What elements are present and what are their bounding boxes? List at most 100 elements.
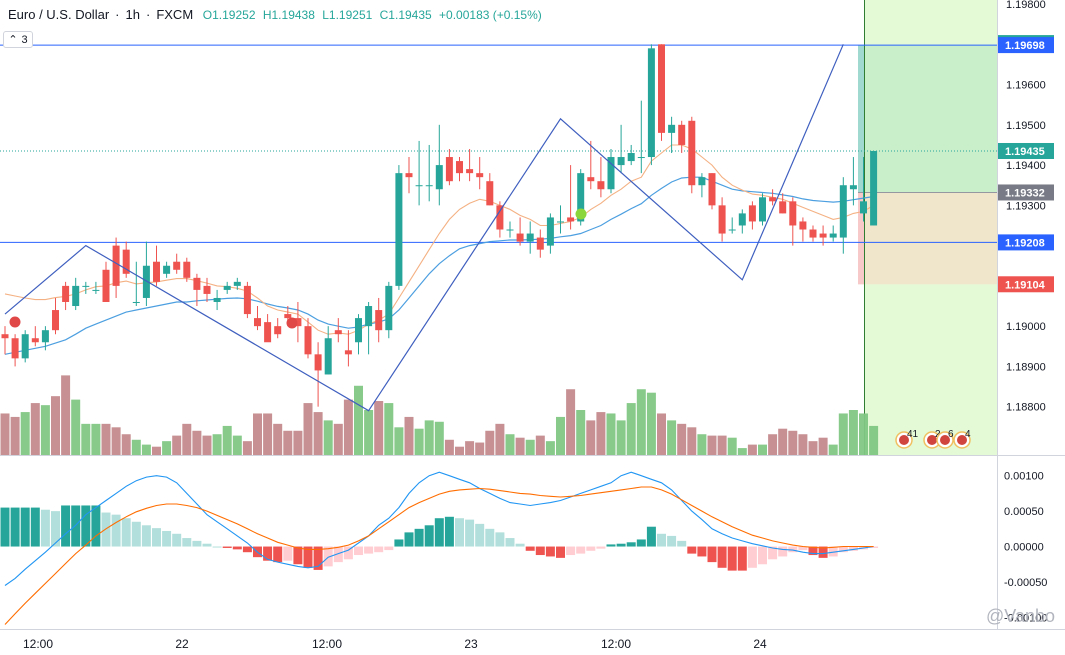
candle-body [476, 173, 484, 178]
volume-bar [354, 385, 363, 455]
low-value: L1.19251 [322, 8, 373, 22]
candle-body [264, 322, 272, 343]
macd-histogram-bar [242, 546, 252, 553]
candle-body [819, 233, 827, 238]
macd-histogram-bar [20, 507, 30, 547]
macd-histogram-bar [404, 532, 414, 547]
macd-tick-label: 0.00000 [1004, 542, 1044, 554]
volume-bar [576, 410, 586, 455]
macd-histogram-bar [566, 546, 576, 556]
price-tick-label: 1.19800 [1006, 0, 1046, 11]
volume-bar [545, 441, 555, 455]
macd-histogram-bar [626, 542, 636, 547]
macd-histogram-bar [788, 546, 798, 553]
volume-bar [172, 435, 182, 455]
candle-body [243, 285, 251, 315]
macd-histogram-bar [697, 546, 707, 557]
volume-bar [687, 427, 697, 455]
volume-bar [91, 423, 101, 455]
candle-body [314, 354, 322, 371]
macd-histogram-bar [616, 543, 626, 547]
volume-bar [808, 441, 818, 455]
volume-bar [455, 446, 464, 455]
candle-body [132, 301, 140, 303]
candle-body [799, 221, 807, 230]
candle-body [577, 173, 585, 222]
candle-body [738, 213, 746, 226]
price-tick-label: 1.19500 [1006, 120, 1046, 132]
macd-histogram-bar [131, 521, 141, 547]
macd-histogram-bar [364, 546, 374, 554]
macd-histogram-bar [182, 538, 192, 547]
candle-body [587, 177, 595, 182]
stop-zone [858, 192, 997, 285]
macd-histogram-bar [313, 546, 323, 570]
candle-body [779, 201, 787, 214]
volume-bar [263, 413, 273, 455]
macd-histogram-bar [10, 507, 20, 547]
volume-bar [323, 420, 333, 455]
candle-body [122, 249, 130, 274]
volume-bar [232, 435, 242, 455]
macd-histogram-bar [586, 546, 596, 551]
candle-body [668, 124, 676, 133]
candle-body [304, 326, 312, 355]
volume-bar [778, 428, 788, 455]
volume-bar [717, 435, 727, 455]
indicator-toggle-button[interactable]: ⌃ 3 [3, 31, 33, 48]
macd-histogram-bar [30, 507, 40, 547]
volume-bar [414, 428, 424, 455]
candle-body [627, 153, 635, 162]
volume-bar [768, 434, 778, 455]
target-zone-filled [858, 45, 864, 193]
candle-body [759, 197, 766, 222]
volume-bar [727, 437, 737, 455]
volume-bar [646, 392, 656, 455]
volume-bar [182, 423, 192, 455]
volume-bar [869, 425, 879, 455]
candle-body [324, 338, 332, 375]
candle-body [769, 197, 777, 202]
macd-histogram-bar [778, 546, 788, 557]
macd-tick-label: -0.00100 [1004, 612, 1047, 624]
macd-histogram-bar [525, 546, 535, 551]
price-badge [998, 234, 1054, 251]
macd-histogram-bar [101, 512, 111, 547]
candle-body [567, 217, 575, 222]
macd-histogram-bar [667, 535, 677, 547]
macd-histogram-bar [333, 546, 343, 563]
candle-body [344, 350, 352, 355]
volume-bar [434, 421, 444, 455]
price-badge [998, 184, 1054, 201]
candle-body [496, 205, 504, 230]
buy-signal-dot [575, 208, 587, 220]
symbol-name[interactable]: Euro / U.S. Dollar [8, 7, 110, 22]
macd-histogram-bar [61, 505, 71, 547]
price-tick-label: 1.18900 [1006, 361, 1046, 373]
target-zone [858, 45, 997, 193]
macd-histogram-bar [737, 546, 747, 571]
candle-body [153, 261, 160, 282]
volume-bar [313, 412, 323, 455]
price-badge-label: 1.19332 [1005, 187, 1045, 199]
flag-icon [899, 435, 909, 445]
macd-histogram-bar [576, 546, 586, 554]
candle-body [294, 318, 302, 327]
volume-bar [384, 403, 394, 455]
candle-body [102, 269, 110, 302]
macd-histogram-bar [51, 511, 60, 547]
macd-histogram-bar [798, 546, 808, 551]
price-tick-label: 1.19000 [1006, 321, 1046, 333]
candle-body [82, 285, 90, 287]
macd-histogram-bar [535, 546, 545, 556]
volume-bar [535, 435, 545, 455]
candle-body [860, 201, 867, 214]
sell-signal-dot [286, 317, 298, 329]
volume-bar [121, 434, 131, 455]
macd-histogram-bar [758, 546, 767, 565]
candle-body [839, 185, 847, 238]
interval-label[interactable]: 1h [125, 7, 140, 22]
volume-bar [596, 412, 606, 455]
macd-histogram-bar [273, 546, 283, 563]
